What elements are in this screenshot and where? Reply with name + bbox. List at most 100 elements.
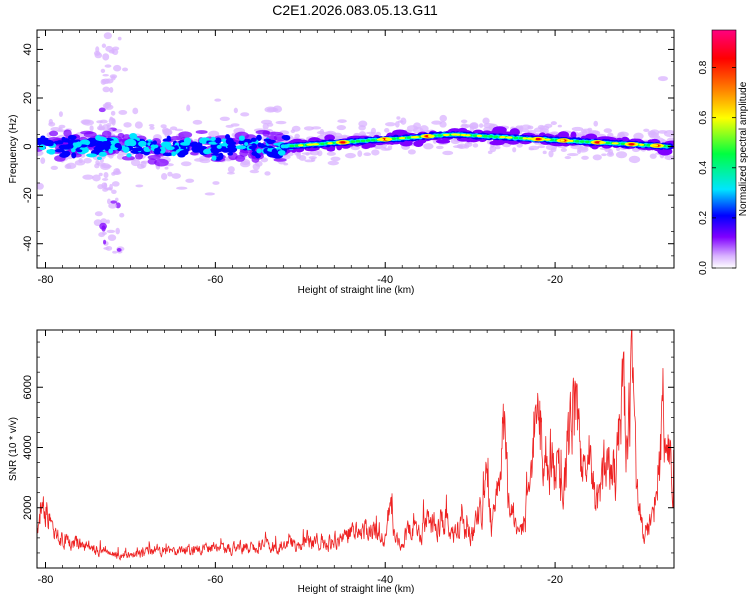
spectrogram-blob — [263, 138, 272, 142]
spectrogram-blob — [537, 145, 546, 149]
spectrogram-blob — [298, 144, 304, 147]
spectrogram-blob — [210, 147, 221, 154]
spectrogram-blob — [535, 137, 541, 141]
spectrogram-blob — [355, 139, 361, 143]
spectrogram-blob — [50, 126, 61, 132]
spectrogram-blob — [370, 138, 376, 142]
spectrogram-blob — [183, 137, 192, 145]
spectrogram-blob — [94, 211, 103, 217]
spectrogram-blob — [94, 52, 103, 59]
spectrogram-blob — [122, 155, 135, 161]
spectrogram-blob — [95, 160, 100, 165]
spectrogram-blob — [290, 129, 296, 134]
spectrogram-blob — [579, 140, 585, 143]
spectrogram-blob — [407, 149, 416, 155]
spectrogram-blob — [210, 136, 216, 142]
spectrogram-blob — [214, 137, 222, 144]
x-tick-label: -80 — [38, 574, 54, 586]
spectrogram-blob — [195, 130, 208, 134]
spectrogram-blob — [227, 171, 235, 175]
spectrogram-blob — [221, 138, 227, 143]
spectrogram-blob — [557, 124, 562, 128]
spectrogram-blob — [98, 123, 103, 131]
spectrogram-blob — [548, 150, 554, 158]
spectrogram-blob — [106, 219, 110, 224]
spectrogram-blob — [493, 135, 499, 139]
spectrogram-blob — [483, 134, 488, 138]
spectrogram-blob — [98, 151, 107, 157]
spectrogram-blob — [413, 140, 424, 147]
spectrogram-blob — [71, 152, 77, 159]
spectrogram-blob — [442, 133, 450, 137]
spectrogram-blob — [83, 157, 92, 164]
spectrogram-blob — [112, 250, 118, 254]
spectrogram-blob — [138, 140, 147, 147]
y-tick-label: 40 — [22, 43, 34, 55]
spectrogram-blob — [37, 182, 44, 190]
spectrogram-blob — [101, 182, 108, 189]
spectrogram-blob — [96, 156, 103, 160]
spectrogram-blob — [196, 141, 203, 149]
spectrogram-blob — [74, 159, 86, 166]
x-tick-label: -20 — [547, 574, 563, 586]
snr-y-label: SNR (10 * v/v) — [8, 417, 19, 481]
spectrogram-blob — [391, 137, 397, 140]
spectrogram-blob — [128, 139, 137, 147]
spectrogram-blob — [199, 138, 205, 144]
spectrogram-blob — [164, 166, 169, 170]
spectrogram-blob — [101, 124, 109, 132]
spectrogram-blob — [396, 116, 401, 120]
spectrogram-blob — [289, 144, 295, 148]
spectrogram-blob — [189, 141, 199, 148]
spectrogram-blob — [109, 183, 113, 191]
spectrogram-blob — [340, 141, 346, 144]
spectrogram-blob — [568, 139, 574, 143]
spectrogram-blob — [384, 128, 390, 133]
spectrogram-blob — [110, 110, 116, 116]
colorbar-frame — [711, 29, 737, 269]
spectrogram-y-label: Frequency (Hz) — [8, 115, 19, 184]
spectrogram-blob — [82, 174, 94, 180]
spectrogram-blob — [39, 144, 46, 151]
spectrogram-blob — [112, 48, 119, 56]
spectrogram-blob — [350, 140, 356, 143]
spectrogram-blob — [620, 142, 626, 146]
spectrogram-blob — [192, 148, 200, 153]
spectrogram-blob — [566, 153, 579, 157]
spectrogram-blob — [301, 152, 313, 155]
spectrogram-blob — [442, 150, 454, 156]
x-tick-label: -40 — [377, 274, 393, 286]
colorbar-tick-label: 0.6 — [698, 110, 709, 124]
spectrogram-blob — [89, 125, 94, 132]
spectrogram-blob — [518, 136, 524, 140]
spectrogram-blob — [336, 124, 347, 131]
spectrogram-blob — [99, 222, 107, 230]
x-tick-label: -60 — [207, 274, 223, 286]
spectrogram-blob — [606, 151, 615, 157]
spectrogram-marks — [37, 32, 674, 254]
spectrogram-blob — [221, 148, 230, 153]
spectrogram-blob — [212, 181, 220, 185]
spectrogram-blob — [130, 159, 141, 167]
colorbar-tick-label: 0.2 — [698, 211, 709, 225]
spectrogram-blob — [171, 151, 177, 157]
spectrogram-blob — [92, 174, 101, 182]
spectrogram-blob — [46, 149, 51, 154]
spectrogram-blob — [646, 143, 651, 147]
spectrogram-blob — [86, 153, 98, 158]
spectrogram-blob — [115, 227, 120, 235]
spectrogram-blob — [435, 145, 444, 150]
spectrogram-blob — [557, 131, 570, 139]
spectrogram-blob — [570, 131, 577, 139]
spectrogram-blob — [154, 147, 162, 153]
spectrogram-blob — [365, 139, 371, 142]
spectrogram-blob — [605, 141, 611, 145]
spectrogram-blob — [264, 171, 271, 176]
spectrogram-blob — [326, 151, 336, 156]
x-tick-label: -80 — [38, 274, 54, 286]
spectrogram-blob — [152, 140, 157, 145]
spectrogram-blob — [180, 161, 192, 167]
spectrogram-blob — [65, 162, 77, 169]
spectrogram-blob — [629, 143, 635, 146]
